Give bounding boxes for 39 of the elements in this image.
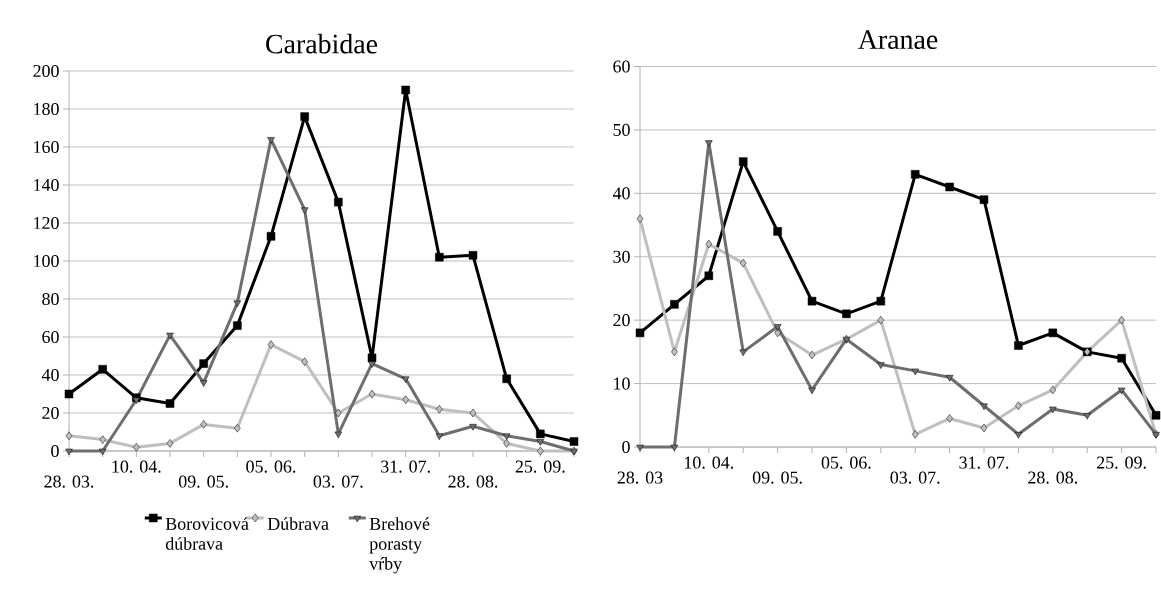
legend-label: Dúbrava	[267, 517, 329, 530]
x-tick-label: 25. 09.	[1096, 456, 1146, 469]
x-tick-label: 09. 05.	[178, 475, 228, 488]
x-tick-label: 03. 07.	[313, 475, 363, 488]
y-tick-label: 30	[613, 250, 630, 263]
legend-label: Borovicová dúbrava	[165, 517, 249, 550]
x-tick-label: 10. 04.	[684, 456, 734, 469]
x-tick-label: 28. 08.	[1028, 471, 1078, 484]
x-tick-label: 31. 07.	[381, 460, 430, 473]
x-tick-label: 31. 07.	[959, 456, 1009, 469]
x-tick-label: 28. 03	[617, 471, 663, 484]
y-tick-label: 120	[34, 216, 59, 230]
legend-label: Brehové porasty vŕby	[369, 517, 430, 574]
x-tick-label: 28. 08.	[448, 475, 498, 488]
y-tick-label: 140	[34, 178, 59, 192]
x-tick-label: 05. 06.	[246, 460, 296, 473]
y-tick-label: 50	[613, 123, 630, 136]
x-tick-label: 09. 05.	[752, 471, 802, 484]
y-tick-label: 20	[42, 406, 59, 420]
x-tick-label: 28. 03.	[44, 475, 94, 488]
y-tick-label: 160	[34, 140, 59, 154]
y-tick-label: 0	[51, 444, 59, 458]
y-tick-label: 80	[42, 292, 59, 306]
y-tick-label: 100	[34, 254, 59, 268]
y-tick-label: 180	[34, 102, 59, 116]
x-tick-label: 25. 09.	[515, 460, 565, 473]
y-tick-label: 200	[33, 64, 59, 78]
y-tick-label: 40	[612, 187, 630, 200]
x-tick-label: 05. 06.	[821, 456, 871, 469]
y-tick-label: 60	[613, 60, 630, 73]
chart-title: Carabidae	[266, 33, 378, 54]
y-tick-label: 20	[613, 314, 630, 327]
x-tick-label: 10. 04.	[112, 460, 161, 473]
chart-title: Aranae	[858, 30, 938, 49]
y-tick-label: 10	[614, 377, 630, 390]
y-tick-label: 40	[41, 368, 59, 382]
y-tick-label: 0	[622, 440, 630, 454]
x-tick-label: 03. 07.	[890, 471, 940, 484]
y-tick-label: 60	[42, 330, 59, 344]
